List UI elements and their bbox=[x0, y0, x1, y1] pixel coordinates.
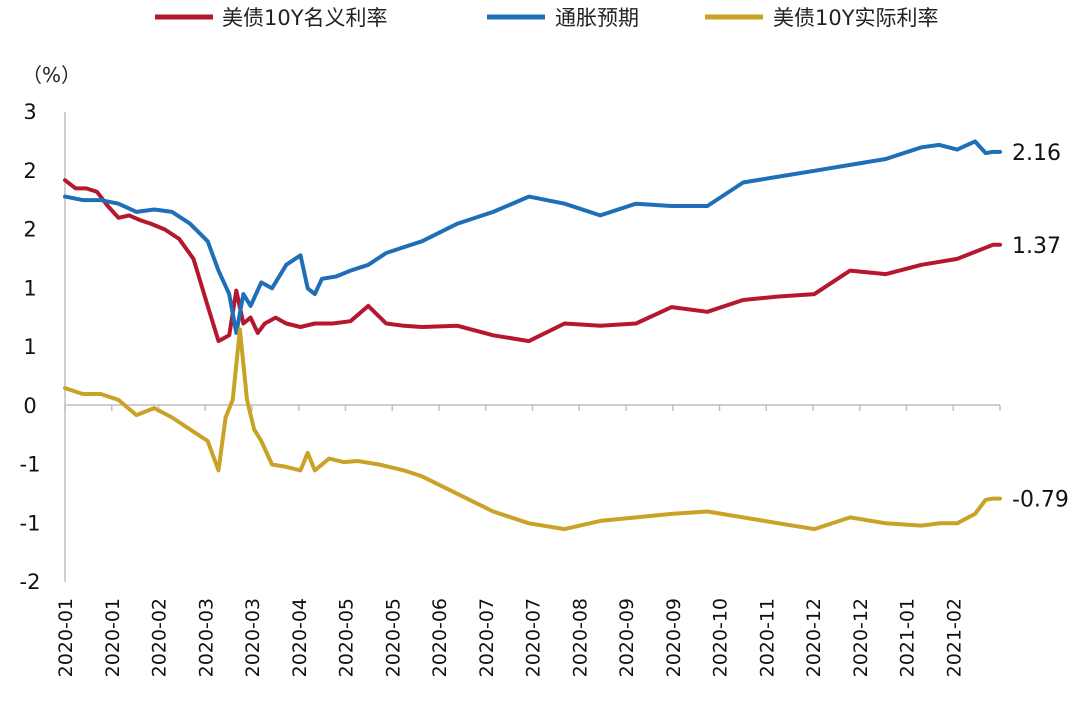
y-tick-labels: 3 2 2 1 1 0 -1 -1 -2 bbox=[20, 100, 41, 594]
y-tick-label: -2 bbox=[20, 570, 41, 594]
x-tick-label: 2021-02 bbox=[943, 598, 965, 677]
x-tick-label: 2020-09 bbox=[616, 598, 638, 677]
x-tick-label: 2020-03 bbox=[195, 598, 217, 677]
series-line-inflation-expectation bbox=[63, 139, 1002, 335]
x-tick-label: 2020-07 bbox=[476, 598, 498, 677]
x-tick-label: 2020-04 bbox=[289, 598, 311, 677]
x-tick-label: 2020-09 bbox=[663, 598, 685, 677]
y-tick-label: -1 bbox=[20, 511, 41, 535]
x-tick-labels: 2020-01 2020-01 2020-02 2020-03 2020-03 2020-… bbox=[55, 405, 1001, 677]
x-tick-label: 2020-07 bbox=[523, 598, 545, 677]
y-tick-label: 1 bbox=[23, 276, 36, 300]
series-line-real-rate bbox=[63, 327, 1002, 532]
legend-label-nominal-rate: 美债10Y名义利率 bbox=[222, 6, 388, 30]
legend-label-inflation-expectation: 通胀预期 bbox=[555, 6, 639, 30]
x-tick-label: 2020-06 bbox=[429, 598, 451, 677]
end-value-labels: 1.37 2.16 -0.79 bbox=[1012, 141, 1069, 513]
x-tick-label: 2021-01 bbox=[897, 598, 919, 677]
y-unit-label: （%） bbox=[22, 63, 81, 87]
end-label-real-rate: -0.79 bbox=[1012, 488, 1069, 513]
x-tick-label: 2020-02 bbox=[149, 598, 171, 677]
series-line-nominal-rate bbox=[63, 178, 1002, 344]
y-tick-label: 3 bbox=[23, 100, 36, 124]
y-tick-label: 1 bbox=[23, 335, 36, 359]
x-tick-label: 2020-05 bbox=[336, 598, 358, 677]
legend-item-real-rate[interactable]: 美债10Y实际利率 bbox=[705, 6, 939, 30]
legend-item-inflation-expectation[interactable]: 通胀预期 bbox=[487, 6, 639, 30]
end-label-nominal-rate: 1.37 bbox=[1012, 234, 1061, 259]
x-tick-label: 2020-12 bbox=[850, 598, 872, 677]
x-tick-label: 2020-01 bbox=[55, 598, 77, 677]
y-tick-label: 2 bbox=[23, 218, 36, 242]
x-tick-label: 2020-12 bbox=[803, 598, 825, 677]
end-label-inflation-expectation: 2.16 bbox=[1012, 141, 1061, 166]
x-tick-label: 2020-10 bbox=[710, 598, 732, 677]
x-tick-label: 2020-08 bbox=[569, 598, 591, 677]
y-tick-label: -1 bbox=[20, 453, 41, 477]
x-tick-label: 2020-11 bbox=[756, 598, 778, 677]
x-tick-label: 2020-03 bbox=[242, 598, 264, 677]
legend-item-nominal-rate[interactable]: 美债10Y名义利率 bbox=[155, 6, 388, 30]
y-tick-label: 2 bbox=[23, 159, 36, 183]
x-tick-label: 2020-01 bbox=[102, 598, 124, 677]
y-tick-label: 0 bbox=[23, 394, 36, 418]
series-lines bbox=[63, 139, 1002, 532]
legend: 美债10Y名义利率 通胀预期 美债10Y实际利率 bbox=[155, 6, 939, 30]
x-tick-label: 2020-05 bbox=[382, 598, 404, 677]
legend-label-real-rate: 美债10Y实际利率 bbox=[773, 6, 939, 30]
